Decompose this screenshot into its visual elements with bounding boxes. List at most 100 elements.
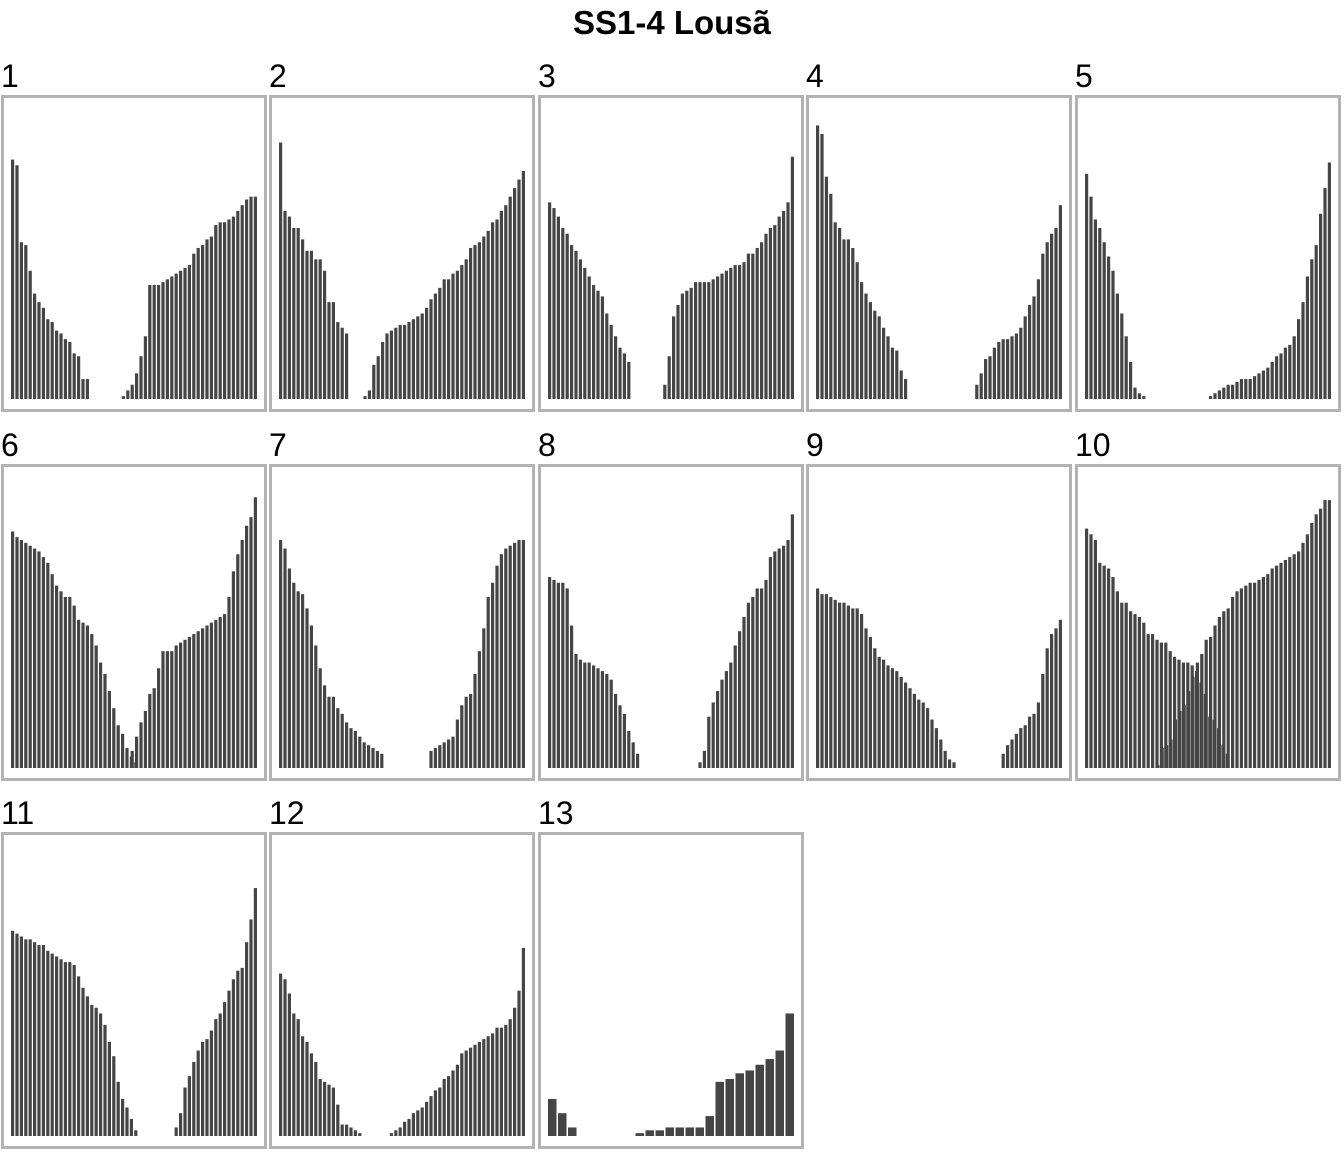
bar: [125, 1107, 129, 1136]
bar: [882, 659, 886, 768]
bar: [499, 1027, 503, 1136]
bar: [786, 202, 790, 399]
bar: [327, 1084, 331, 1136]
bar: [495, 565, 499, 768]
bar: [578, 659, 582, 768]
bar: [742, 262, 746, 399]
bar: [1050, 233, 1054, 399]
bar: [882, 327, 886, 399]
panel-label: 1: [1, 58, 19, 94]
bar: [367, 745, 371, 768]
bar: [214, 1019, 218, 1136]
panel-2: 2: [269, 58, 535, 412]
bar: [1323, 500, 1327, 768]
bar: [738, 631, 742, 768]
bar: [231, 216, 235, 399]
bar: [1045, 242, 1049, 399]
bar: [1310, 522, 1314, 768]
panel-label: 3: [538, 58, 556, 94]
bar: [183, 267, 187, 399]
bar: [565, 588, 569, 768]
bar: [296, 591, 300, 768]
panel-13: 13: [538, 795, 804, 1149]
bar: [187, 1076, 191, 1136]
bar: [37, 551, 41, 768]
bar: [755, 247, 759, 399]
bar: [205, 625, 209, 768]
bar: [438, 287, 442, 399]
bar: [245, 525, 249, 768]
bar: [28, 270, 32, 399]
bar: [1129, 361, 1133, 399]
bar: [1266, 574, 1270, 768]
bar: [1257, 579, 1261, 768]
bar: [301, 239, 305, 399]
bar: [240, 205, 244, 399]
bar: [943, 750, 947, 768]
bar: [129, 1118, 133, 1136]
bar: [283, 210, 287, 399]
bar: [24, 939, 28, 1136]
bar: [126, 390, 130, 399]
bar: [179, 270, 183, 399]
bar: [218, 222, 222, 399]
panel-frame: [1, 832, 267, 1149]
bar: [1195, 662, 1199, 768]
bar: [1014, 333, 1018, 399]
panel-12: 12: [269, 795, 535, 1149]
bar: [135, 373, 139, 399]
bar: [245, 199, 249, 399]
bar: [1314, 514, 1318, 768]
panel-6: 6: [1, 427, 267, 781]
bar: [1019, 728, 1023, 768]
bar: [85, 996, 89, 1136]
bar: [635, 1133, 644, 1136]
bar: [451, 736, 455, 768]
bar: [116, 725, 120, 768]
bar: [1045, 648, 1049, 768]
bar: [240, 967, 244, 1136]
bar: [904, 682, 908, 768]
bar: [926, 708, 930, 768]
bar: [724, 270, 728, 399]
bar: [1023, 316, 1027, 399]
bar: [309, 625, 313, 768]
bar: [1248, 379, 1252, 399]
bar: [1111, 270, 1115, 399]
bar: [760, 242, 764, 399]
bar: [846, 239, 850, 399]
bar: [755, 1064, 764, 1136]
bar: [1124, 602, 1128, 768]
bar: [609, 679, 613, 768]
bar: [508, 196, 512, 399]
bar: [183, 1087, 187, 1136]
bar: [768, 557, 772, 768]
bar: [196, 1050, 200, 1136]
bar: [1054, 628, 1058, 768]
panel-label: 13: [538, 795, 574, 831]
bar: [720, 273, 724, 399]
bar: [1319, 508, 1323, 768]
bar: [394, 1130, 398, 1136]
bar: [33, 942, 37, 1136]
bar: [438, 1087, 442, 1136]
bar: [41, 557, 45, 768]
panel-3: 3: [538, 58, 804, 412]
bar: [340, 327, 344, 399]
bar: [477, 651, 481, 768]
bar: [442, 742, 446, 768]
bar: [196, 247, 200, 399]
bar: [992, 347, 996, 399]
bar: [429, 1096, 433, 1136]
bar: [833, 222, 837, 399]
bar: [627, 361, 631, 399]
bar: [411, 319, 415, 399]
bar: [433, 1090, 437, 1136]
panel-9: 9: [806, 427, 1072, 781]
bar: [33, 548, 37, 768]
bar: [698, 762, 702, 768]
bar: [139, 356, 143, 399]
bar: [416, 1110, 420, 1136]
panel-label: 5: [1075, 58, 1093, 94]
bar: [1151, 634, 1155, 768]
